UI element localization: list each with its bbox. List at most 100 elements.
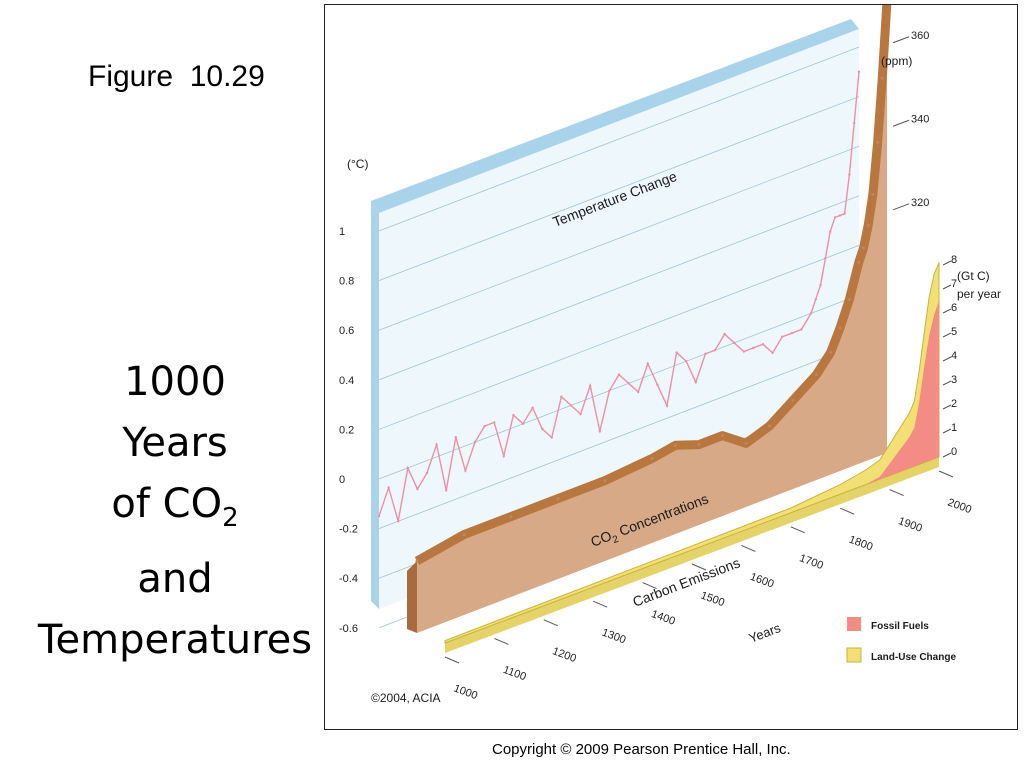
- co2-point: [847, 297, 851, 301]
- emissions-tick: [942, 332, 952, 338]
- temperature-tick-label: 0.2: [339, 424, 354, 436]
- temperature-gridline: [378, 96, 860, 281]
- co2-point: [866, 223, 870, 227]
- emissions-tick-label: 0: [951, 446, 957, 458]
- temperature-panel-top-edge: [371, 19, 859, 213]
- emissions-tick-label: 1: [951, 422, 957, 434]
- emissions-tick: [942, 404, 952, 410]
- temperature-point: [713, 349, 717, 352]
- x-axis-tick: [889, 489, 904, 497]
- co2-point: [791, 398, 795, 402]
- temperature-point: [665, 404, 669, 407]
- temperature-point: [853, 122, 856, 125]
- emissions-tick-label: 3: [951, 374, 957, 386]
- emissions-tick-label: 8: [951, 254, 957, 266]
- co2-tick-label: 340: [911, 113, 929, 125]
- emissions-tick: [942, 284, 952, 290]
- co2-point: [556, 497, 560, 501]
- temperature-panel-side: [371, 201, 379, 609]
- temperature-point: [781, 335, 784, 339]
- co2-point: [768, 424, 771, 428]
- x-axis-tick: [494, 637, 509, 645]
- co2-point: [721, 434, 724, 438]
- emissions-base-ribbon: [445, 457, 939, 653]
- legend: Fossil Fuels Land-Use Change: [846, 617, 956, 663]
- temperature-point: [637, 390, 640, 394]
- temperature-unit: (°C): [347, 157, 368, 171]
- temperature-point: [521, 422, 525, 425]
- temperature-point: [819, 283, 822, 287]
- credit-text: ©2004, ACIA: [371, 691, 441, 705]
- emissions-tick-label: 7: [951, 278, 957, 290]
- co2-point: [838, 326, 842, 330]
- temperature-point: [483, 424, 486, 428]
- x-axis-tick-label: 1100: [501, 664, 527, 683]
- legend-label-land-use: Land-Use Change: [871, 652, 956, 663]
- emissions-tick: [942, 308, 952, 314]
- x-axis-tick: [691, 563, 707, 571]
- temperature-point: [425, 471, 429, 475]
- temperature-point: [733, 341, 736, 345]
- emissions-tick: [942, 452, 952, 458]
- co2-point: [674, 443, 677, 447]
- x-axis-tick: [642, 582, 657, 590]
- title-line-5: Temperatures: [37, 617, 313, 663]
- temperature-point: [512, 413, 515, 417]
- x-axis-tick-label: 1000: [452, 683, 479, 703]
- temperature-point: [771, 351, 774, 355]
- co2-point: [862, 246, 865, 250]
- co2-point: [415, 559, 419, 563]
- co2-point: [857, 260, 861, 264]
- temperature-point: [656, 383, 659, 386]
- figure-label: Figure 10.29: [88, 60, 265, 93]
- x-axis-tick-label: 1500: [699, 590, 726, 610]
- x-axis-tick-label: 1400: [650, 608, 677, 628]
- temperature-point: [617, 373, 621, 376]
- temperature-point: [627, 382, 630, 385]
- temperature-point: [704, 352, 707, 356]
- co2-point: [603, 479, 607, 483]
- temperature-point: [824, 257, 827, 260]
- temperature-tick-label: -0.2: [339, 524, 358, 536]
- temperature-point: [493, 421, 496, 424]
- temperature-point: [761, 343, 765, 346]
- x-axis-tick-label: 1700: [798, 552, 825, 572]
- emissions-unit-2: per year: [957, 287, 1001, 301]
- temperature-tick-label: -0.6: [339, 623, 358, 635]
- temperature-point: [473, 441, 477, 444]
- x-axis-tick: [938, 470, 954, 478]
- co2-tick-label: 320: [911, 197, 929, 209]
- emissions-tick: [942, 356, 952, 362]
- temperature-point: [416, 487, 419, 491]
- x-axis-tick-label: 1200: [551, 645, 578, 665]
- temperature-point: [598, 430, 601, 433]
- temperature-point: [800, 328, 803, 331]
- co2-point: [744, 441, 748, 445]
- temperature-point: [435, 443, 438, 446]
- temperature-point: [848, 173, 851, 176]
- co2-point: [829, 350, 833, 354]
- temperature-point: [752, 346, 755, 350]
- temperature-tick-label: 1: [339, 226, 345, 238]
- emissions-tick-label: 4: [951, 350, 957, 362]
- x-axis-tick-label: 1900: [897, 515, 924, 535]
- temperature-point: [685, 360, 688, 363]
- emissions-tick-label: 5: [951, 326, 957, 338]
- co2-point: [509, 515, 513, 519]
- emissions-unit: (Gt C): [957, 269, 990, 283]
- x-axis-tick: [741, 544, 756, 552]
- co2-point: [462, 533, 466, 537]
- slide-title: 1000 Years of CO2 and Temperatures: [10, 352, 340, 671]
- co2-tick: [892, 203, 910, 211]
- temperature-tick-label: 0.6: [339, 325, 354, 337]
- temperature-tick-label: 0: [339, 474, 345, 486]
- temperature-point: [531, 406, 534, 409]
- title-line-3: of CO2: [10, 474, 340, 549]
- x-axis-label: Years: [747, 620, 783, 646]
- temperature-point: [809, 312, 813, 315]
- temperature-point: [814, 297, 817, 301]
- x-axis-tick: [593, 600, 608, 608]
- temperature-point: [579, 412, 582, 416]
- temperature-point: [541, 427, 544, 431]
- co2-point: [815, 373, 818, 377]
